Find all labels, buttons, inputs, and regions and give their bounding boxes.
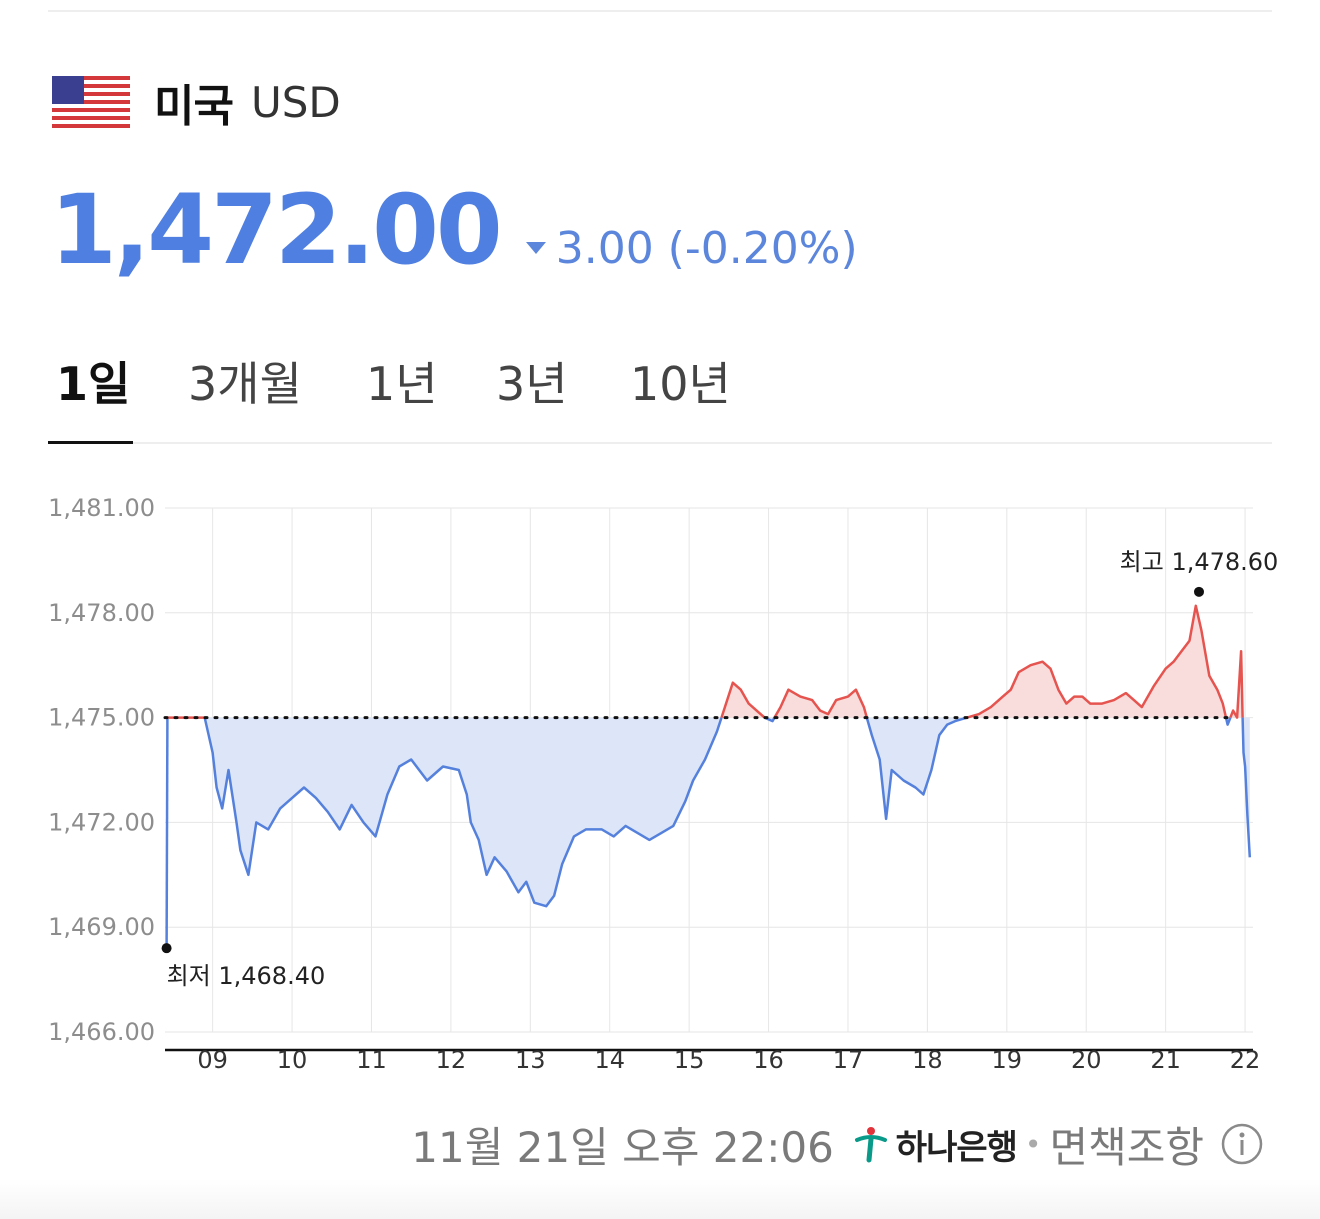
area-below-baseline [204, 717, 722, 907]
area-above-baseline [1230, 651, 1243, 718]
series-line-up [1229, 649, 1244, 719]
bank-name: 하나은행 [895, 1127, 1018, 1168]
x-tick-label: 22 [1230, 1046, 1261, 1074]
tab-3-years[interactable]: 3년 [496, 357, 568, 411]
x-tick-label: 09 [197, 1046, 228, 1074]
high-label: 최고 1,478.60 [1120, 548, 1279, 576]
x-tick-label: 15 [674, 1046, 705, 1074]
low-point-marker [161, 943, 172, 954]
series-line-down [865, 716, 968, 821]
current-price: 1,472.00 [50, 174, 503, 286]
currency-header: 미국 USD [52, 72, 341, 132]
y-tick-label: 1,481.00 [48, 494, 155, 522]
high-point-marker [1193, 586, 1204, 597]
y-tick-label: 1,478.00 [48, 599, 155, 627]
bottom-fade [0, 1179, 1320, 1219]
tab-1-day[interactable]: 1일 [56, 357, 131, 411]
series-line-up [720, 681, 766, 719]
x-tick-label: 21 [1150, 1046, 1181, 1074]
period-tabs: 1일 3개월 1년 3년 10년 [48, 340, 1272, 444]
y-tick-label: 1,466.00 [48, 1018, 155, 1046]
area-above-baseline [774, 689, 867, 718]
chart-canvas: 1,466.00 1,469.00 1,472.00 1,475.00 1,478.00… [48, 494, 1279, 1074]
series-line-down [1224, 717, 1232, 726]
series-line-down [1241, 717, 1252, 858]
low-label: 최저 1,468.40 [167, 962, 326, 990]
series-line-down [165, 717, 169, 949]
down-arrow-icon [525, 241, 546, 254]
hana-bank-logo-icon [854, 1127, 887, 1163]
area-above-baseline [967, 605, 1226, 718]
active-tab-indicator [48, 441, 133, 444]
us-flag-icon [52, 76, 130, 128]
series-line-up [966, 604, 1228, 719]
disclaimer-link[interactable]: 면책조항 [1049, 1122, 1204, 1172]
price-change: 3.00 (-0.20%) [525, 223, 858, 274]
tab-10-years[interactable]: 10년 [630, 357, 731, 411]
x-tick-label: 19 [992, 1046, 1023, 1074]
footer: 11월 21일 오후 22:06 하나은행 • 면책조항 [411, 1118, 1264, 1172]
x-tick-label: 12 [436, 1046, 467, 1074]
separator-dot: • [1024, 1127, 1042, 1161]
y-tick-label: 1,469.00 [48, 913, 155, 941]
x-tick-label: 14 [594, 1046, 625, 1074]
change-value: 3.00 (-0.20%) [555, 223, 858, 274]
tab-1-year[interactable]: 1년 [366, 357, 438, 411]
x-tick-label: 20 [1071, 1046, 1102, 1074]
x-tick-label: 16 [753, 1046, 784, 1074]
exchange-rate-chart[interactable]: 1,466.00 1,469.00 1,472.00 1,475.00 1,478.00… [0, 470, 1320, 1110]
series-line-down [203, 717, 723, 908]
country-name: 미국 [154, 81, 234, 132]
top-divider [48, 10, 1272, 12]
quote-row: 1,472.00 3.00 (-0.20%) [50, 168, 858, 278]
x-tick-label: 10 [277, 1046, 308, 1074]
y-tick-label: 1,475.00 [48, 704, 155, 732]
series-line-up [773, 688, 869, 719]
x-tick-label: 17 [833, 1046, 864, 1074]
x-tick-label: 18 [912, 1046, 943, 1074]
info-icon[interactable] [1220, 1122, 1264, 1166]
x-tick-label: 13 [515, 1046, 546, 1074]
x-tick-label: 11 [356, 1046, 387, 1074]
area-below-baseline [866, 717, 968, 819]
currency-code: USD [250, 77, 341, 127]
update-timestamp: 11월 21일 오후 22:06 [411, 1122, 834, 1172]
y-tick-label: 1,472.00 [48, 808, 155, 836]
tab-3-months[interactable]: 3개월 [188, 357, 302, 411]
